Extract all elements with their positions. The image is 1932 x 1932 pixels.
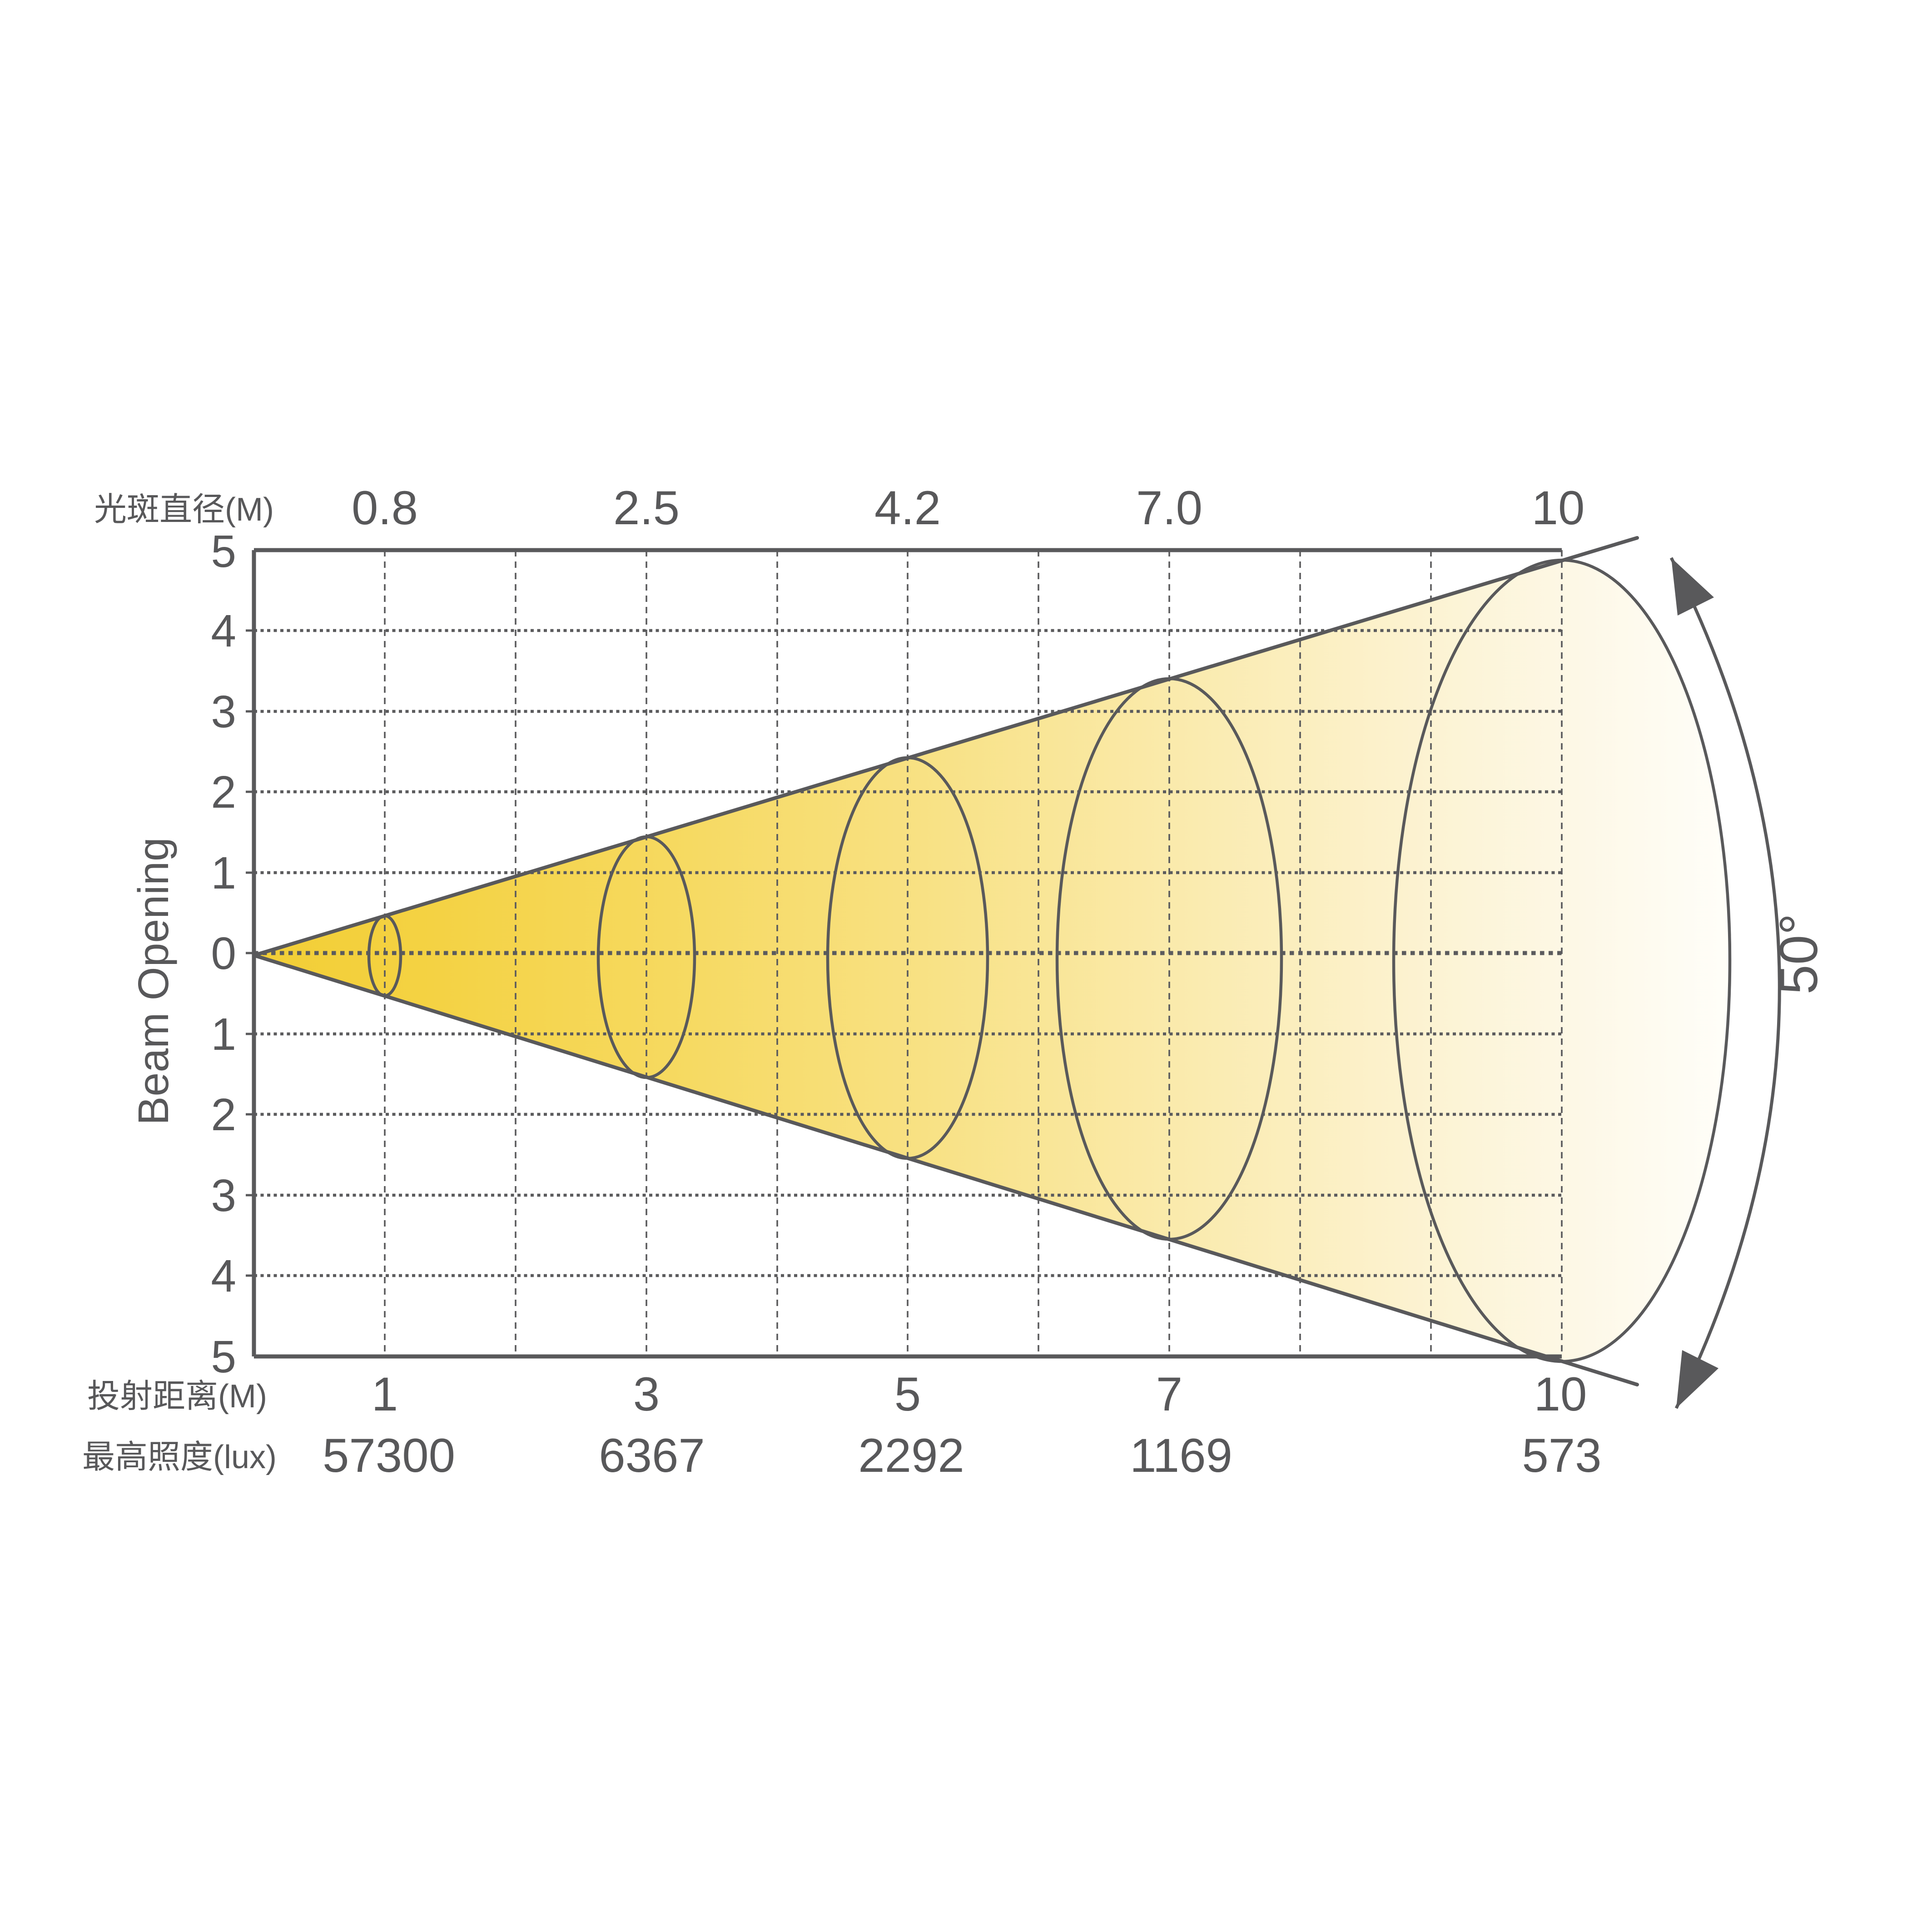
arrow-down-icon	[1676, 1350, 1718, 1408]
distance-tick-4: 10	[1534, 1368, 1587, 1421]
y-tick-1-bot: 1	[211, 1009, 236, 1060]
plot-frame	[246, 548, 1562, 1359]
illuminance-value-3: 1169	[1130, 1429, 1232, 1482]
illuminance-row-title: 最高照度(lux)	[82, 1439, 277, 1475]
y-tick-4-bot: 4	[211, 1251, 236, 1301]
y-tick-0: 0	[211, 928, 236, 979]
beam-cone-outline	[252, 536, 1639, 1386]
top-tick-4: 10	[1532, 482, 1585, 535]
beam-angle-indicator	[1669, 557, 1781, 1409]
arrow-up-icon	[1671, 558, 1714, 616]
top-axis: 光斑直径(M) 0.8 2.5 4.2 7.0 10	[94, 482, 1584, 535]
y-tick-5-bot: 5	[211, 1331, 236, 1382]
top-axis-title: 光斑直径(M)	[94, 492, 274, 528]
illuminance-value-4: 573	[1522, 1429, 1601, 1482]
distance-row-title: 投射距离(M)	[87, 1378, 267, 1415]
spot-ellipse-1m	[367, 914, 402, 998]
top-tick-3: 7.0	[1136, 482, 1202, 535]
illuminance-value-0: 57300	[323, 1429, 455, 1482]
distance-tick-1: 3	[633, 1368, 660, 1421]
y-tick-4-top: 4	[211, 606, 236, 656]
left-axis-title: Beam Opening	[129, 837, 178, 1125]
y-tick-2-bot: 2	[211, 1089, 236, 1140]
distance-tick-0: 1	[372, 1368, 398, 1421]
top-tick-0: 0.8	[352, 482, 418, 535]
beam-fill	[254, 560, 1730, 1361]
y-tick-1-top: 1	[211, 848, 236, 899]
beam-angle-label: 50°	[1769, 914, 1829, 994]
grid	[254, 550, 1563, 1356]
spot-ellipse-3m	[596, 835, 696, 1079]
beam-angle-arc	[1669, 557, 1781, 1409]
illuminance-value-2: 2292	[858, 1429, 964, 1482]
spot-ellipse-7m	[1055, 677, 1283, 1241]
distance-tick-3: 7	[1156, 1368, 1182, 1421]
y-tick-3-top: 3	[211, 686, 236, 737]
y-tick-5-top: 5	[211, 526, 236, 577]
illuminance-value-1: 6367	[599, 1429, 705, 1482]
top-tick-2: 4.2	[874, 482, 941, 535]
spot-ellipse-10m	[1392, 558, 1732, 1363]
spot-ellipses	[367, 558, 1732, 1363]
y-axis-ticks	[246, 629, 254, 1277]
cone-lower-edge	[252, 954, 1639, 1386]
y-tick-3-bot: 3	[211, 1170, 236, 1221]
distance-tick-2: 5	[894, 1368, 921, 1421]
y-tick-2-top: 2	[211, 767, 236, 818]
left-axis: Beam Opening 5 4 3 2 1 0 1 2 3 4 5	[129, 526, 236, 1382]
top-tick-1: 2.5	[613, 482, 680, 535]
spot-ellipse-5m	[826, 756, 989, 1160]
bottom-axis: 投射距离(M) 1 3 5 7 10 最高照度(lux) 57300 6367 …	[82, 1368, 1602, 1482]
cone-upper-edge	[252, 536, 1639, 957]
